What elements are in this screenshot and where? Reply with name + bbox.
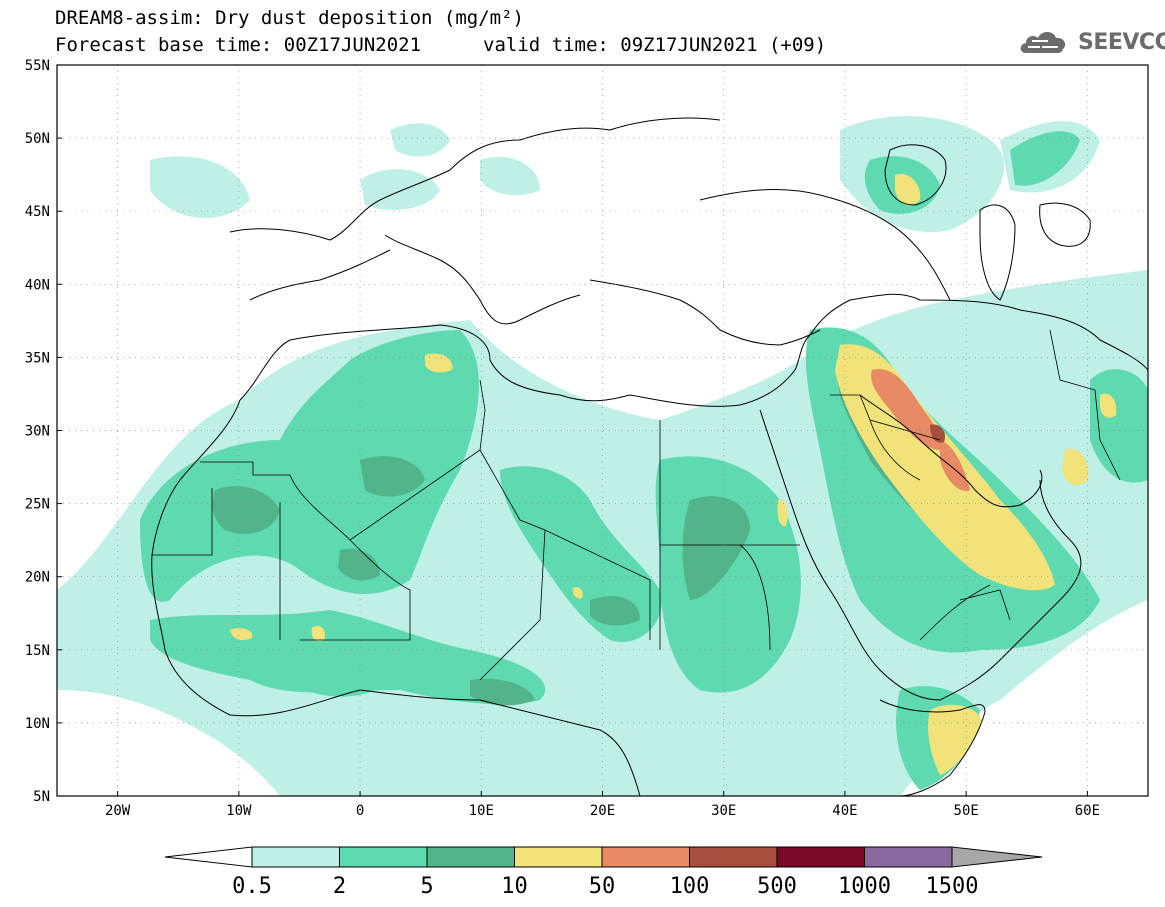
forecast-base-time: Forecast base time: 00Z17JUN2021: [55, 34, 422, 56]
legend-label: 1000: [838, 874, 891, 899]
cloud-logo-icon: [1020, 32, 1066, 53]
lat-label: 20N: [25, 570, 50, 586]
legend-label: 100: [670, 874, 710, 899]
legend-swatch: [776, 846, 865, 868]
legend-label: 10: [501, 874, 528, 899]
valid-time: valid time: 09Z17JUN2021 (+09): [483, 34, 827, 56]
legend-swatch: [426, 846, 515, 868]
lon-label: 20W: [105, 803, 131, 819]
legend-colorbar: [164, 846, 1043, 868]
legend-swatch: [689, 846, 778, 868]
lat-label: 25N: [25, 497, 50, 513]
coastlines: [151, 117, 1148, 796]
dust-field: [57, 116, 1148, 796]
legend-swatch: [251, 846, 340, 868]
lon-label: 50E: [954, 803, 979, 819]
legend-label: 1500: [926, 874, 979, 899]
legend-label: 2: [333, 874, 346, 899]
lat-label: 10N: [25, 716, 50, 732]
lat-label: 15N: [25, 643, 50, 659]
title-line-1: DREAM8-assim: Dry dust deposition (mg/m²…: [55, 7, 524, 29]
lon-label: 20E: [590, 803, 615, 819]
lat-label: 50N: [25, 131, 50, 147]
lon-label: 30E: [711, 803, 736, 819]
lat-label: 5N: [33, 789, 50, 805]
legend-swatch: [601, 846, 690, 868]
longitude-labels: 20W 10W 0 10E 20E 30E 40E 50E 60E: [105, 791, 1100, 819]
legend-label: 5: [420, 874, 433, 899]
legend-label: 50: [589, 874, 616, 899]
lat-label: 45N: [25, 204, 50, 220]
lat-label: 35N: [25, 350, 50, 366]
lat-label: 40N: [25, 277, 50, 293]
legend-labels: 0.5 2 5 10 50 100 500 1000 1500: [232, 874, 978, 899]
lon-label: 40E: [832, 803, 857, 819]
legend-under-triangle: [164, 846, 253, 868]
lon-label: 0: [356, 803, 364, 819]
legend-over-triangle: [951, 846, 1043, 868]
lon-label: 60E: [1075, 803, 1100, 819]
legend-swatch: [864, 846, 953, 868]
legend-label: 0.5: [232, 874, 272, 899]
lon-label: 10W: [226, 803, 252, 819]
logo-text: SEEVCCC: [1078, 29, 1165, 55]
lon-label: 10E: [469, 803, 494, 819]
latitude-labels: 55N 50N 45N 40N 35N 30N 25N 20N 15N 10N 5N: [25, 58, 62, 805]
legend-swatch: [514, 846, 603, 868]
contour-50: [871, 369, 970, 491]
seevccc-logo: SEEVCCC: [1018, 27, 1165, 57]
lat-label: 30N: [25, 424, 50, 440]
country-borders: [152, 329, 1121, 681]
legend-label: 500: [757, 874, 797, 899]
lat-label: 55N: [25, 58, 50, 74]
legend-swatch: [339, 846, 428, 868]
